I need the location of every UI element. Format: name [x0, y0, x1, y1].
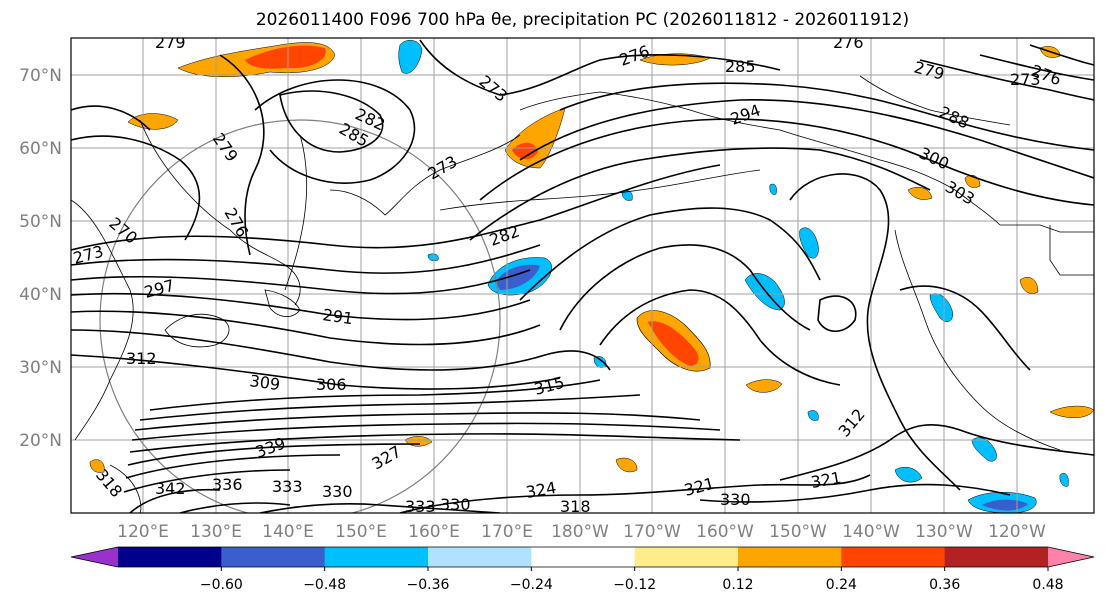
coastlines — [71, 75, 1094, 513]
lon-label: 150°E — [335, 522, 387, 542]
lon-label: 130°E — [190, 522, 242, 542]
map-frame — [70, 37, 1095, 514]
range-circle — [99, 119, 501, 513]
contour-label: 333 — [405, 497, 436, 516]
colorbar-tick-label: 0.24 — [826, 577, 857, 593]
lat-label: 70°N — [19, 66, 62, 86]
lat-label: 40°N — [19, 285, 62, 305]
contour-label: 273 — [1010, 70, 1041, 89]
contour-label: 333 — [272, 477, 303, 496]
contour-label: 342 — [155, 479, 186, 498]
theta-e-contours — [71, 39, 1094, 513]
contour-label: 276 — [833, 33, 864, 52]
colorbar-tick-label: −0.24 — [510, 577, 553, 593]
colorbar-tick-label: 0.48 — [1032, 577, 1063, 593]
lon-label: 180°W — [551, 522, 609, 542]
lon-label: 170°W — [623, 522, 681, 542]
graticule — [71, 38, 1094, 513]
colorbar-segment — [118, 547, 222, 567]
colorbar-segment — [841, 547, 946, 567]
lat-label: 30°N — [19, 358, 62, 378]
colorbar-tick-label: 0.36 — [929, 577, 960, 593]
contour-label: 312 — [126, 349, 157, 368]
colorbar-tick-label: 0.12 — [722, 577, 753, 593]
contour-label: 330 — [720, 490, 751, 509]
contour-label: 291 — [321, 305, 354, 328]
lon-label: 160°E — [408, 522, 460, 542]
contour-label: 285 — [725, 57, 756, 76]
colorbar-extend-right — [1048, 547, 1094, 567]
lon-label: 140°W — [842, 522, 900, 542]
lat-label: 20°N — [19, 431, 62, 451]
colorbar-outline — [70, 546, 1095, 568]
contour-label: 330 — [322, 482, 353, 501]
colorbar-tick-label: −0.12 — [613, 577, 656, 593]
contour-label: 336 — [212, 475, 243, 494]
colorbar-tick-label: −0.48 — [303, 577, 346, 593]
contour-label: 279 — [155, 33, 186, 52]
lon-label: 170°E — [481, 522, 533, 542]
colorbar-segment — [221, 547, 326, 567]
colorbar-segment — [944, 547, 1049, 567]
colorbar: −0.60 −0.48 −0.36 −0.24 −0.12 0.12 0.24 0.36 0.4… — [70, 546, 1095, 593]
map-title: 2026011400 F096 700 hPa θe, precipitatio… — [255, 10, 910, 30]
contour-label: 309 — [248, 371, 281, 394]
colorbar-segment — [634, 547, 739, 567]
map-background — [71, 38, 1094, 513]
contour-label: 318 — [560, 497, 591, 516]
latitude-labels: 70°N 60°N 50°N 40°N 30°N 20°N — [19, 66, 62, 451]
lat-label: 50°N — [19, 212, 62, 232]
lon-label: 160°W — [696, 522, 754, 542]
colorbar-extend-left — [71, 547, 118, 567]
lat-label: 60°N — [19, 139, 62, 159]
precip-negative-areas — [398, 40, 1069, 513]
colorbar-segment — [324, 547, 429, 567]
colorbar-tick-label: −0.36 — [407, 577, 450, 593]
contour-label: 330 — [440, 495, 471, 514]
contour-label: 306 — [316, 375, 347, 394]
lon-label: 150°W — [769, 522, 827, 542]
colorbar-segment — [738, 547, 842, 567]
colorbar-segment — [531, 547, 636, 567]
lon-label: 120°W — [988, 522, 1046, 542]
lon-label: 130°W — [915, 522, 973, 542]
lon-label: 120°E — [117, 522, 169, 542]
longitude-labels: 120°E 130°E 140°E 150°E 160°E 170°E 180°… — [117, 522, 1046, 542]
lon-label: 140°E — [262, 522, 314, 542]
colorbar-segment — [428, 547, 532, 567]
colorbar-tick-label: −0.60 — [200, 577, 243, 593]
